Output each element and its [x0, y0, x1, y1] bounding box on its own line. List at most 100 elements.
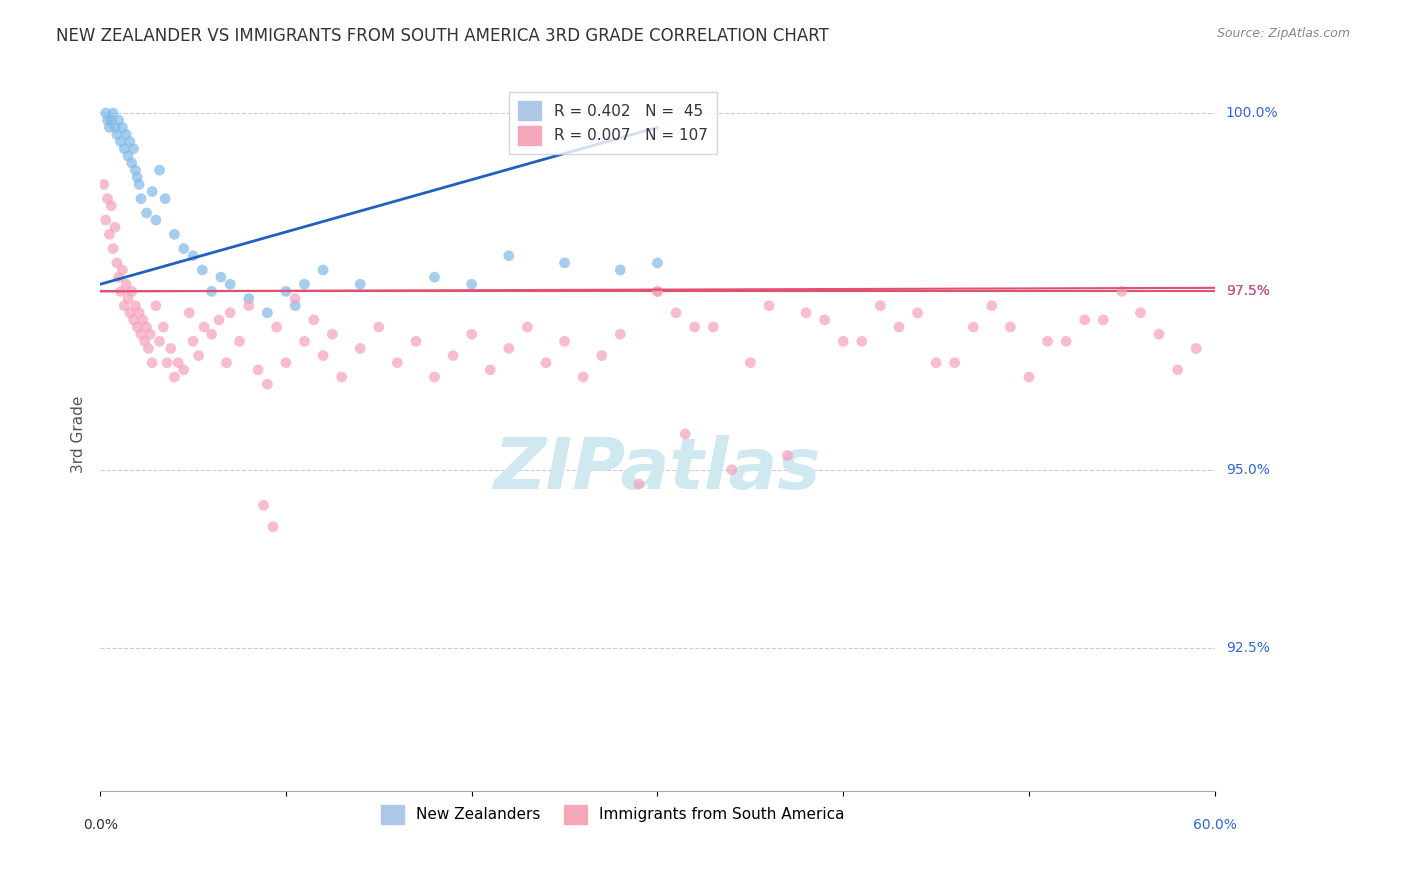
- Point: [405, 334, 427, 349]
- Point: [98, 120, 121, 135]
- Y-axis label: 3rd Grade: 3rd Grade: [72, 395, 86, 473]
- Point: [122, 313, 145, 327]
- Point: [665, 306, 688, 320]
- Point: [129, 192, 152, 206]
- Point: [97, 113, 120, 128]
- Point: [1074, 313, 1097, 327]
- Text: NEW ZEALANDER VS IMMIGRANTS FROM SOUTH AMERICA 3RD GRADE CORRELATION CHART: NEW ZEALANDER VS IMMIGRANTS FROM SOUTH A…: [56, 27, 830, 45]
- Point: [479, 363, 502, 377]
- Point: [758, 299, 780, 313]
- Point: [127, 320, 149, 334]
- Point: [97, 192, 120, 206]
- Point: [118, 306, 141, 320]
- Point: [460, 277, 482, 292]
- Point: [720, 463, 742, 477]
- Point: [554, 334, 576, 349]
- Text: 100.0%: 100.0%: [1226, 106, 1278, 120]
- Point: [148, 334, 170, 349]
- Point: [121, 156, 143, 170]
- Point: [887, 320, 910, 334]
- Point: [181, 334, 204, 349]
- Point: [460, 327, 482, 342]
- Point: [312, 349, 335, 363]
- Point: [156, 356, 179, 370]
- Point: [124, 163, 146, 178]
- Point: [349, 277, 371, 292]
- Point: [1129, 306, 1152, 320]
- Point: [609, 263, 631, 277]
- Point: [647, 256, 669, 270]
- Point: [284, 299, 307, 313]
- Point: [173, 242, 195, 256]
- Point: [572, 370, 595, 384]
- Point: [138, 342, 160, 356]
- Legend: R = 0.402   N =  45, R = 0.007   N = 107: R = 0.402 N = 45, R = 0.007 N = 107: [509, 92, 717, 154]
- Point: [1092, 313, 1115, 327]
- Point: [128, 178, 150, 192]
- Point: [647, 285, 669, 299]
- Point: [200, 285, 222, 299]
- Text: 92.5%: 92.5%: [1226, 641, 1270, 655]
- Point: [312, 263, 335, 277]
- Point: [274, 285, 297, 299]
- Point: [93, 178, 115, 192]
- Point: [129, 327, 152, 342]
- Point: [441, 349, 464, 363]
- Point: [252, 499, 274, 513]
- Point: [100, 199, 122, 213]
- Point: [117, 149, 139, 163]
- Point: [134, 334, 156, 349]
- Point: [869, 299, 891, 313]
- Point: [118, 135, 141, 149]
- Point: [208, 313, 231, 327]
- Point: [100, 113, 122, 128]
- Point: [673, 427, 696, 442]
- Point: [105, 128, 128, 142]
- Point: [105, 256, 128, 270]
- Point: [740, 356, 762, 370]
- Point: [107, 270, 129, 285]
- Point: [1147, 327, 1170, 342]
- Point: [302, 313, 325, 327]
- Text: Source: ZipAtlas.com: Source: ZipAtlas.com: [1216, 27, 1350, 40]
- Point: [266, 320, 288, 334]
- Point: [247, 363, 270, 377]
- Point: [814, 313, 837, 327]
- Point: [321, 327, 343, 342]
- Text: ZIPatlas: ZIPatlas: [494, 435, 821, 504]
- Text: 95.0%: 95.0%: [1226, 463, 1270, 476]
- Point: [943, 356, 966, 370]
- Point: [1111, 285, 1133, 299]
- Point: [238, 299, 260, 313]
- Point: [132, 313, 155, 327]
- Point: [101, 106, 124, 120]
- Point: [925, 356, 948, 370]
- Point: [115, 128, 138, 142]
- Point: [135, 320, 157, 334]
- Text: 97.5%: 97.5%: [1226, 285, 1270, 299]
- Point: [110, 285, 132, 299]
- Point: [135, 206, 157, 220]
- Point: [1054, 334, 1077, 349]
- Point: [191, 263, 214, 277]
- Point: [591, 349, 613, 363]
- Point: [128, 306, 150, 320]
- Point: [962, 320, 984, 334]
- Point: [776, 449, 799, 463]
- Point: [111, 263, 134, 277]
- Point: [187, 349, 209, 363]
- Point: [127, 170, 149, 185]
- Point: [1018, 370, 1040, 384]
- Point: [219, 277, 242, 292]
- Point: [112, 142, 135, 156]
- Point: [609, 327, 631, 342]
- Point: [153, 192, 176, 206]
- Point: [284, 292, 307, 306]
- Point: [219, 306, 242, 320]
- Point: [238, 292, 260, 306]
- Point: [152, 320, 174, 334]
- Point: [107, 113, 129, 128]
- Point: [262, 520, 284, 534]
- Point: [498, 342, 520, 356]
- Point: [330, 370, 353, 384]
